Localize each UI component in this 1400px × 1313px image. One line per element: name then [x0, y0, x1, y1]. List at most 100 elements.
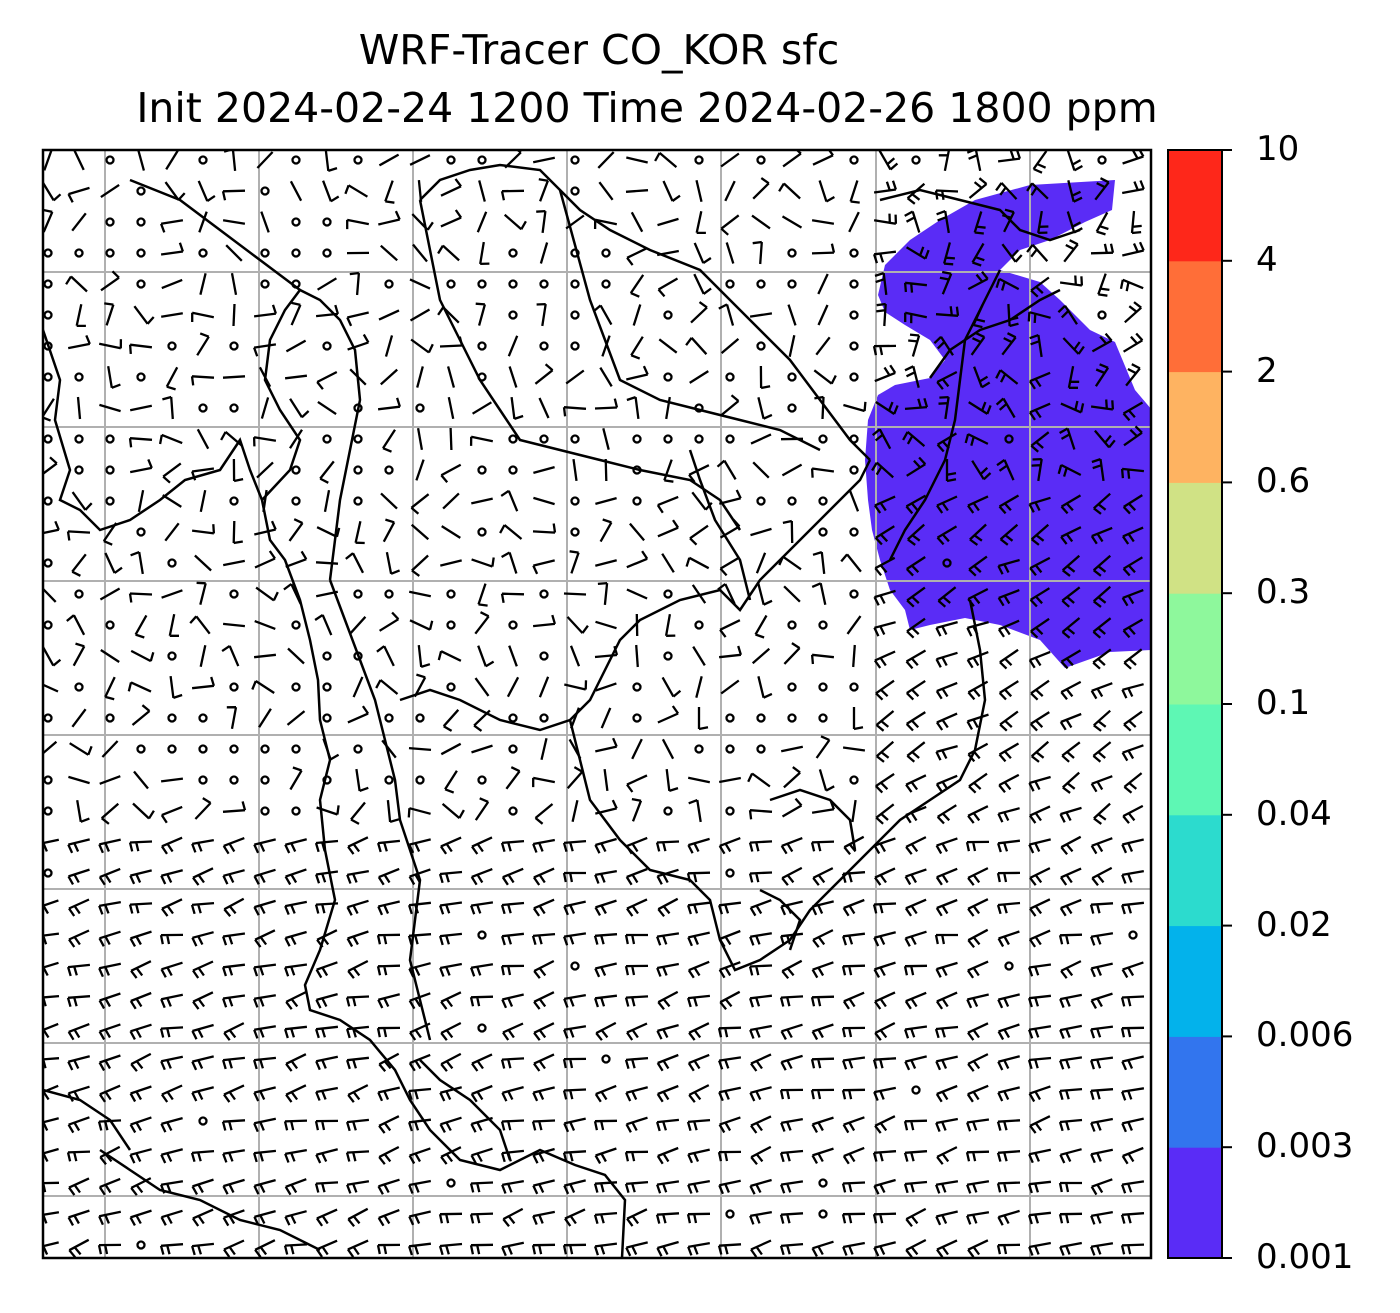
wind-barb	[159, 1243, 184, 1255]
wind-barb	[656, 962, 680, 977]
wind-barb	[1090, 682, 1113, 700]
colorbar-tick-label: 0.3	[1256, 572, 1311, 613]
wind-barb	[223, 897, 245, 918]
wind-barb	[843, 835, 865, 856]
wind-barb	[160, 869, 183, 885]
wind-barb	[752, 240, 763, 265]
calm-wind-marker	[694, 744, 704, 754]
wind-barb	[190, 1242, 215, 1256]
wind-barb	[162, 494, 182, 508]
wind-barb	[996, 871, 1021, 883]
wind-barb	[842, 1146, 865, 1165]
wind-barb	[376, 839, 401, 853]
wind-barb	[66, 1150, 91, 1162]
wind-barb	[160, 993, 184, 1009]
wind-barb	[284, 930, 307, 947]
calm-wind-marker	[353, 744, 363, 754]
wind-barb	[534, 363, 554, 385]
wind-barb	[665, 396, 671, 420]
wind-barb	[903, 964, 928, 976]
wind-barb	[719, 619, 741, 638]
wind-barb	[810, 1057, 835, 1069]
wind-barb	[873, 1086, 897, 1102]
colorbar-tick-label: 0.003	[1256, 1126, 1354, 1167]
wind-barb	[754, 614, 768, 639]
calm-wind-marker	[787, 620, 797, 630]
wind-barb	[687, 960, 710, 979]
calm-wind-marker	[694, 155, 704, 165]
wind-barb	[221, 189, 246, 201]
wind-barb	[1001, 243, 1023, 263]
calm-wind-marker	[167, 558, 177, 568]
wind-barb	[811, 1023, 834, 1041]
wind-barb	[661, 676, 682, 698]
wind-barb	[410, 338, 434, 354]
wind-barb	[437, 306, 460, 324]
wind-barb	[501, 993, 524, 1009]
wind-barb	[602, 428, 610, 450]
wind-barb	[381, 739, 397, 759]
wind-barb	[437, 244, 460, 262]
wind-barb	[750, 1145, 772, 1166]
wind-barb	[349, 368, 367, 386]
wind-barb	[781, 866, 803, 886]
wind-barb	[133, 770, 149, 790]
wind-barb	[1058, 1087, 1083, 1101]
calm-wind-marker	[198, 713, 208, 723]
wind-barb	[780, 1117, 803, 1132]
wind-barb	[437, 650, 462, 662]
calm-wind-marker	[43, 496, 53, 506]
wind-barb	[377, 1209, 400, 1227]
wind-barb	[376, 645, 395, 667]
wind-barb	[1122, 241, 1145, 257]
wind-barb	[750, 527, 772, 537]
wind-barb	[438, 1242, 463, 1256]
wind-barb	[1089, 1088, 1114, 1101]
wind-barb	[43, 208, 54, 233]
wind-barb	[532, 867, 555, 886]
calm-wind-marker	[787, 682, 797, 692]
wind-barb	[285, 991, 307, 1010]
wind-barb	[872, 902, 897, 914]
wind-barb	[905, 836, 927, 855]
wind-barb	[1121, 961, 1144, 979]
wind-barb	[1120, 1212, 1145, 1224]
wind-barb	[253, 838, 276, 854]
wind-barb	[68, 929, 90, 948]
calm-wind-marker	[508, 744, 518, 754]
wind-barb	[966, 713, 989, 730]
wind-barb	[1120, 467, 1145, 479]
wind-barb	[500, 901, 525, 915]
wind-barb	[689, 370, 709, 384]
calm-wind-marker	[74, 682, 84, 692]
wind-barb	[624, 933, 648, 945]
wind-barb	[1122, 401, 1144, 422]
wind-barb	[1031, 457, 1043, 482]
wind-barb	[477, 645, 495, 668]
wind-barb	[160, 242, 184, 256]
wind-barb	[67, 868, 90, 885]
wind-barb	[285, 550, 308, 568]
wind-barb	[1029, 867, 1051, 886]
wind-barb	[565, 214, 585, 230]
wind-barb	[971, 460, 992, 481]
wind-barb	[942, 242, 955, 266]
wind-barb	[1121, 1146, 1144, 1165]
wind-barb	[385, 551, 401, 575]
wind-barb	[655, 1118, 680, 1132]
wind-barb	[284, 1210, 307, 1226]
wind-barb	[160, 1084, 183, 1103]
wind-barb	[316, 805, 340, 816]
calm-wind-marker	[322, 434, 332, 444]
wind-barb	[196, 581, 207, 605]
wind-barb	[780, 745, 804, 753]
wind-barb	[873, 961, 896, 978]
wind-barb	[408, 992, 431, 1010]
wind-barb	[501, 551, 518, 574]
wind-barb	[593, 933, 618, 945]
wind-barb	[134, 614, 148, 639]
wind-barb	[812, 551, 826, 575]
wind-barb	[687, 931, 710, 947]
calm-wind-marker	[229, 744, 239, 754]
calm-wind-marker	[43, 372, 53, 382]
